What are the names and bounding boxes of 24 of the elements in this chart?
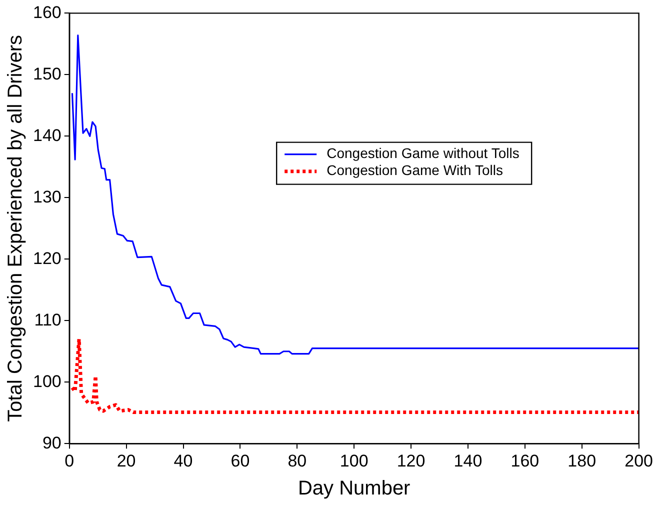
y-tick-label: 120 xyxy=(32,248,62,268)
y-tick-label: 150 xyxy=(32,64,62,84)
x-tick-label: 160 xyxy=(510,451,540,470)
legend-label: Congestion Game With Tolls xyxy=(326,162,503,178)
y-tick-label: 90 xyxy=(42,433,62,452)
legend-label: Congestion Game without Tolls xyxy=(326,145,520,162)
x-tick-label: 40 xyxy=(174,451,193,470)
y-tick-label: 110 xyxy=(34,310,62,330)
y-tick-label: 130 xyxy=(32,187,62,206)
x-tick-label: 20 xyxy=(116,451,136,470)
x-axis-title: Day Number xyxy=(298,478,411,500)
x-tick-label: 140 xyxy=(454,451,482,470)
x-tick-label: 60 xyxy=(230,451,250,470)
y-tick-label: 140 xyxy=(32,126,62,145)
x-tick-label: 180 xyxy=(568,451,596,470)
x-tick-label: 200 xyxy=(624,451,654,470)
x-tick-label: 80 xyxy=(288,451,307,470)
y-tick-label: 160 xyxy=(32,2,62,22)
x-tick-label: 100 xyxy=(340,451,368,470)
line-series xyxy=(70,337,639,414)
y-tick-label: 100 xyxy=(32,372,62,391)
y-axis-title: Total Congestion Experienced by all Drivers xyxy=(4,34,27,422)
x-tick-label: 120 xyxy=(396,451,426,470)
x-tick-label: 0 xyxy=(64,451,74,470)
